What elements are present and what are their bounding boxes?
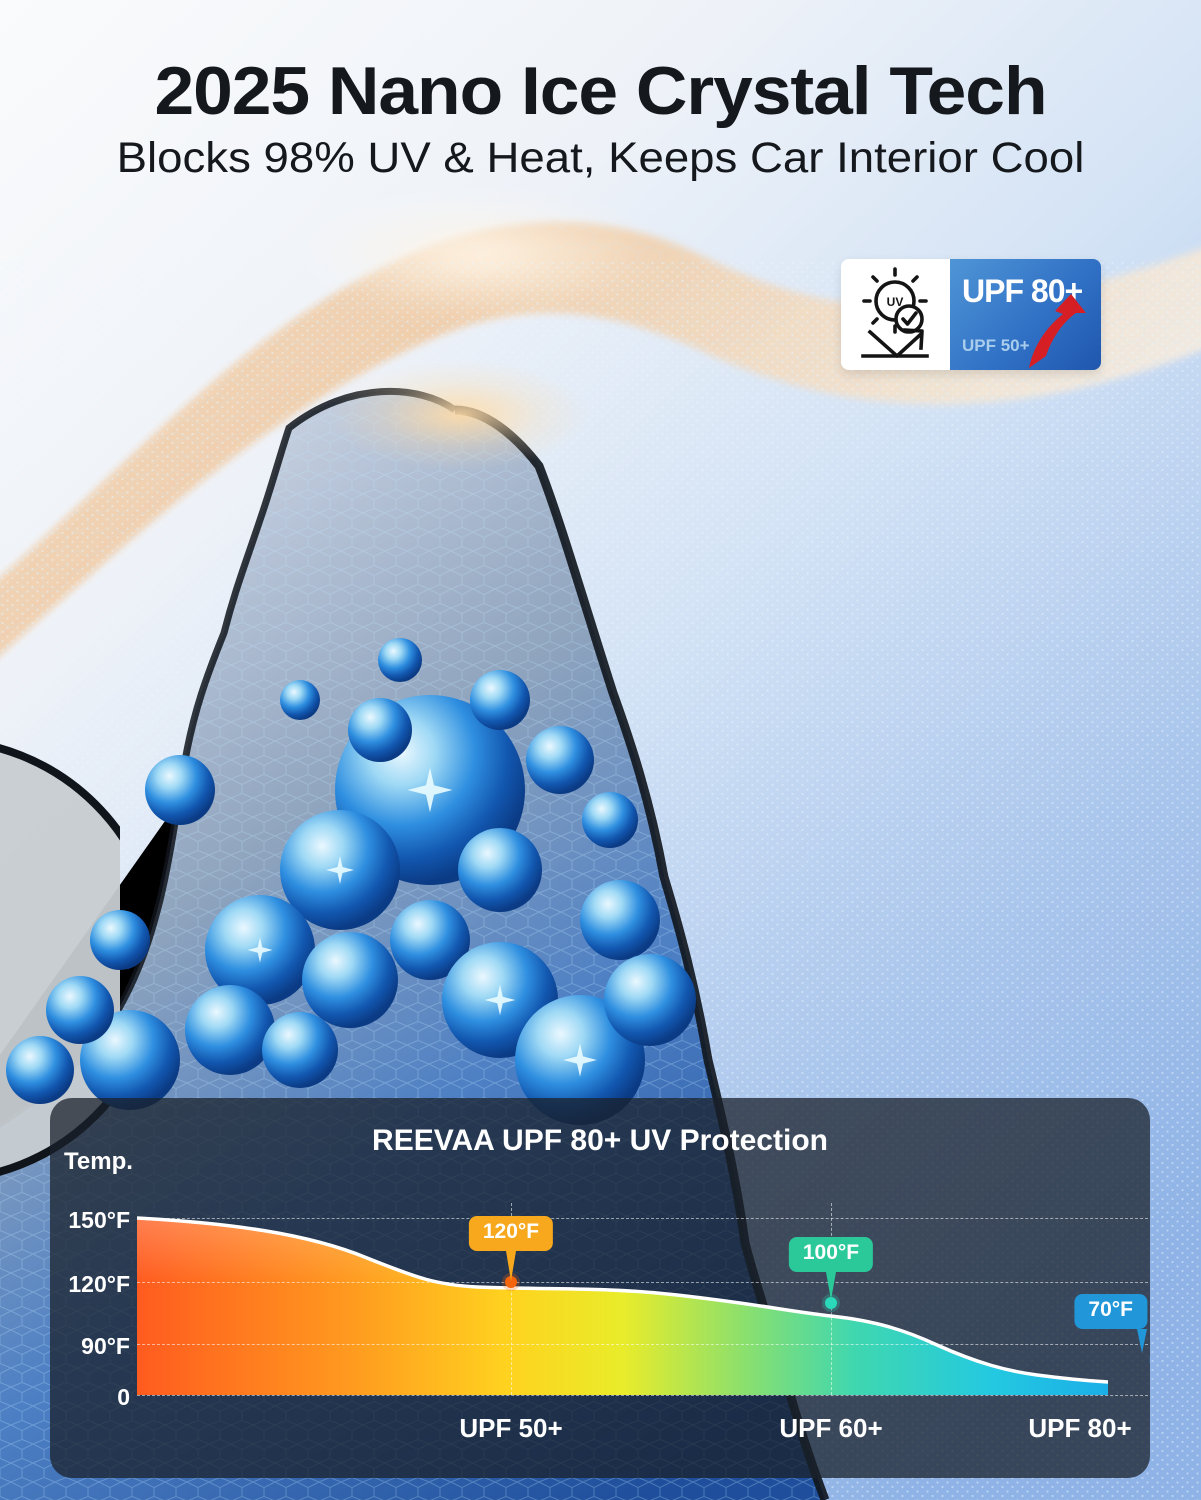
svg-text:UV: UV [887,295,904,309]
